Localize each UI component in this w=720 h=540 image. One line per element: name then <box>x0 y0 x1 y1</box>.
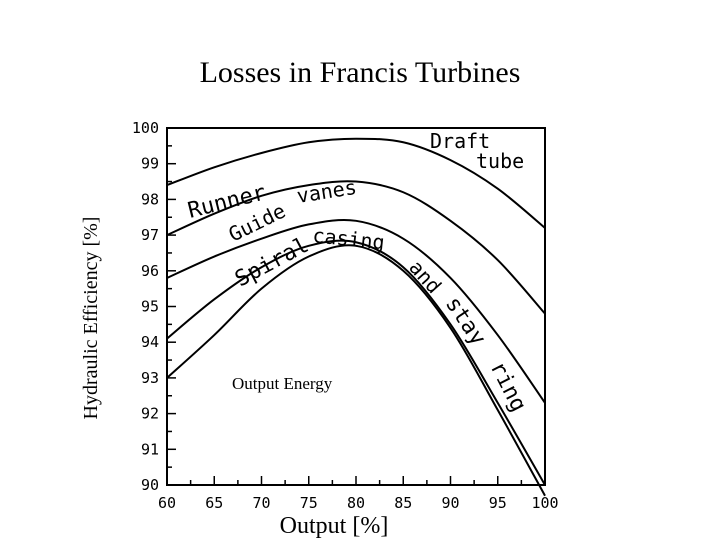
efficiency-curve-1 <box>166 137 546 229</box>
chart-title: Losses in Francis Turbines <box>200 56 521 89</box>
x-tick-label: 100 <box>531 494 558 512</box>
y-tick-label: 99 <box>141 155 159 173</box>
ticks-layer: 60 65 70 75 80 85 90 95 100 90 91 92 93 94 95 96 97 98 99 1… <box>132 119 559 512</box>
x-tick-label: 60 <box>158 494 176 512</box>
y-axis-label: Hydraulic Efficiency [%] <box>80 217 102 420</box>
efficiency-curve-2 <box>166 180 546 315</box>
annotation-and: and <box>404 255 446 298</box>
x-tick-label: 95 <box>489 494 507 512</box>
y-tick-label: 90 <box>141 476 159 494</box>
annotation-vanes: vanes <box>295 175 358 208</box>
x-tick-label: 75 <box>300 494 318 512</box>
x-tick-label: 90 <box>441 494 459 512</box>
efficiency-curve-5 <box>166 244 546 497</box>
annotation-tube: tube <box>476 149 524 173</box>
curves-layer <box>166 137 546 497</box>
y-tick-label: 92 <box>141 405 159 423</box>
y-tick-label: 93 <box>141 369 159 387</box>
y-tick-label: 97 <box>141 226 159 244</box>
efficiency-curve-4 <box>166 239 546 486</box>
y-tick-label: 98 <box>141 190 159 208</box>
y-tick-label: 96 <box>141 262 159 280</box>
y-tick-label: 94 <box>141 333 159 351</box>
annotation-ring: ring <box>485 357 531 416</box>
y-tick-label: 91 <box>141 440 159 458</box>
x-axis-label: Output [%] <box>280 513 389 539</box>
x-tick-label: 65 <box>205 494 223 512</box>
annotations-layer: Draft tube Runner Guide vanes Spiral cas… <box>185 129 531 416</box>
x-tick-label: 85 <box>394 494 412 512</box>
y-tick-label: 95 <box>141 298 159 316</box>
y-tick-label: 100 <box>132 119 159 137</box>
annotation-draft: Draft <box>430 129 490 153</box>
x-tick-label: 70 <box>252 494 270 512</box>
annotation-output-energy: Output Energy <box>232 374 333 393</box>
efficiency-curve-3 <box>166 218 546 404</box>
x-tick-label: 80 <box>347 494 365 512</box>
